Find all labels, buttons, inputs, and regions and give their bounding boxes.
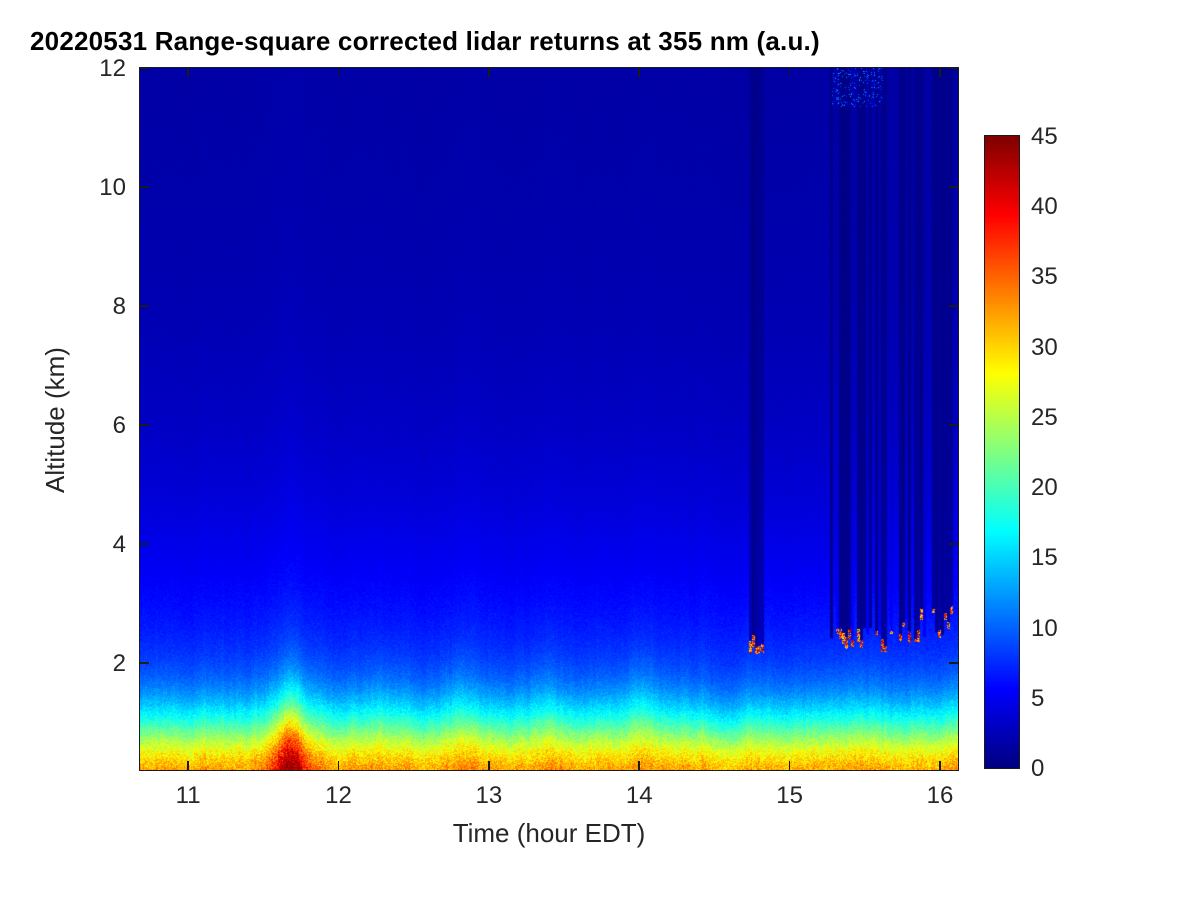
x-tick-label: 15 [776,782,803,810]
x-tick-label: 14 [626,782,653,810]
y-tick-label: 8 [113,293,126,321]
x-tick-label: 16 [927,782,954,810]
x-tick-label: 12 [325,782,352,810]
colorbar-tick-label: 20 [1031,474,1058,502]
x-axis-label: Time (hour EDT) [140,818,958,849]
colorbar [985,136,1019,768]
y-tick-label: 6 [113,412,126,440]
colorbar-tick-label: 30 [1031,334,1058,362]
y-tick-label: 4 [113,531,126,559]
colorbar-tick-label: 10 [1031,615,1058,643]
x-tick-label: 11 [176,782,201,810]
x-tick-label: 13 [475,782,502,810]
y-tick-label: 10 [99,174,126,202]
colorbar-tick-label: 45 [1031,123,1058,151]
colorbar-tick-label: 5 [1031,685,1044,713]
colorbar-tick-label: 0 [1031,755,1044,783]
colorbar-canvas [985,136,1019,768]
heatmap-canvas [140,68,958,770]
colorbar-tick-label: 15 [1031,544,1058,572]
plot-area [140,68,958,770]
colorbar-tick-label: 35 [1031,263,1058,291]
chart-title: 20220531 Range-square corrected lidar re… [30,26,820,57]
y-tick-label: 12 [99,55,126,83]
colorbar-tick-label: 40 [1031,193,1058,221]
colorbar-tick-label: 25 [1031,404,1058,432]
lidar-figure: 20220531 Range-square corrected lidar re… [0,0,1200,900]
y-axis-label: Altitude (km) [40,260,72,580]
y-tick-label: 2 [113,650,126,678]
